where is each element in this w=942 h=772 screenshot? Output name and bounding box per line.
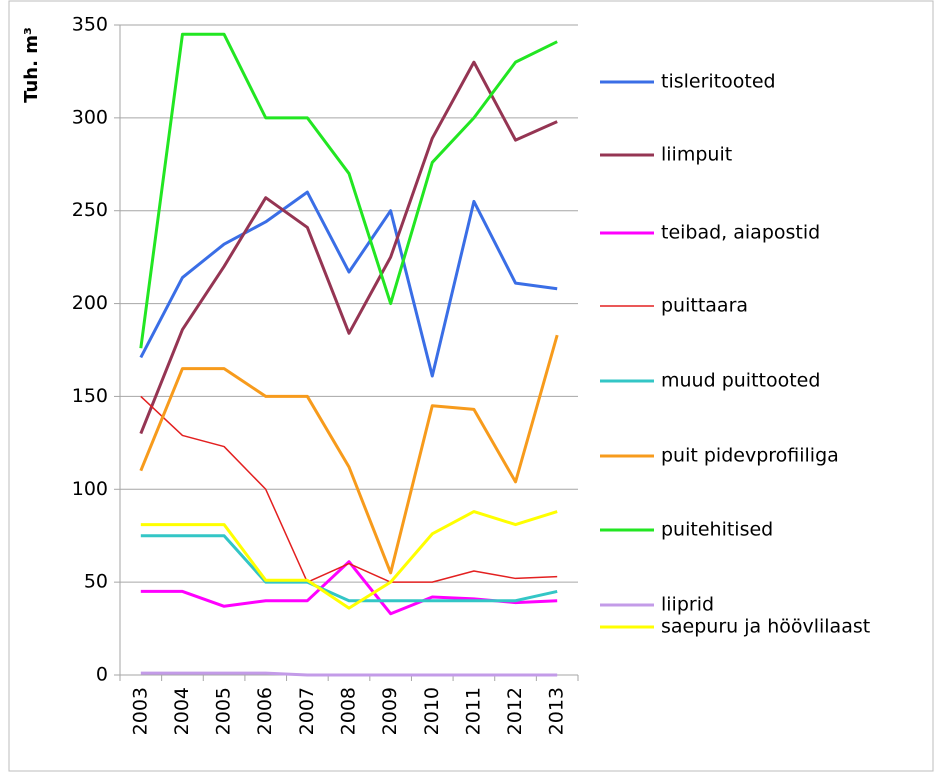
x-tick-label: 2010 bbox=[421, 687, 443, 735]
legend-label: teibad, aiapostid bbox=[661, 222, 820, 244]
legend-label: muud puittooted bbox=[661, 370, 820, 392]
x-tick-label: 2006 bbox=[254, 687, 276, 735]
legend-label: tisleritooted bbox=[661, 71, 776, 93]
x-tick-label: 2007 bbox=[296, 687, 318, 735]
legend-label: puitehitised bbox=[661, 519, 773, 541]
y-tick-label: 50 bbox=[84, 571, 108, 593]
line bbox=[140, 395, 558, 583]
legend-label: saepuru ja höövlilaast bbox=[661, 616, 870, 638]
chart-frame bbox=[8, 0, 934, 772]
legend-label: puit pidevprofiiliga bbox=[661, 445, 839, 467]
x-tick-label: 2004 bbox=[171, 687, 193, 735]
x-tick-label: 2003 bbox=[129, 687, 151, 735]
y-tick-label: 200 bbox=[72, 292, 108, 314]
x-tick-label: 2012 bbox=[504, 687, 526, 735]
x-tick-label: 2008 bbox=[338, 687, 360, 735]
x-tick-label: 2011 bbox=[462, 687, 484, 735]
y-axis-label: Tuh. m³ bbox=[21, 27, 42, 103]
line bbox=[140, 671, 558, 677]
line bbox=[139, 60, 558, 435]
y-tick-label: 300 bbox=[72, 106, 108, 128]
x-tick-label: 2009 bbox=[379, 687, 401, 735]
legend-label: puittaara bbox=[661, 295, 748, 317]
line bbox=[140, 510, 558, 610]
y-tick-label: 250 bbox=[72, 199, 108, 221]
y-tick-label: 150 bbox=[72, 385, 108, 407]
y-tick-label: 350 bbox=[72, 14, 108, 36]
legend-label: liiprid bbox=[661, 594, 714, 616]
line bbox=[139, 190, 558, 378]
x-tick-label: 2013 bbox=[546, 687, 568, 735]
line bbox=[139, 334, 559, 575]
x-tick-label: 2005 bbox=[213, 687, 235, 735]
line bbox=[140, 534, 558, 603]
y-tick-label: 100 bbox=[72, 478, 108, 500]
line bbox=[140, 560, 558, 616]
legend-label: liimpuit bbox=[661, 144, 732, 166]
y-tick-label: 0 bbox=[96, 664, 108, 686]
line bbox=[139, 32, 558, 349]
